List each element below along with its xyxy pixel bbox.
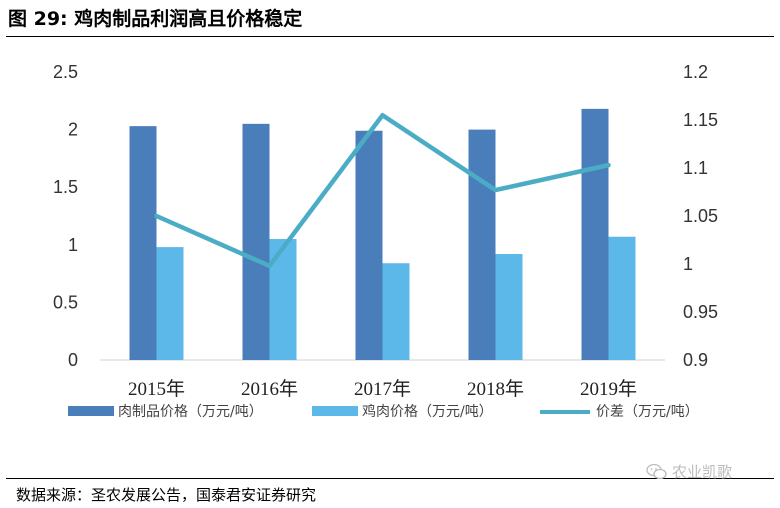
category-labels: 2015年 2016年 2017年 2018年 2019年	[128, 378, 637, 400]
y2-tick-label: 1.05	[683, 206, 718, 226]
y2-tick-label: 1	[683, 254, 693, 274]
left-axis-ticks: 0 0.5 1 1.5 2 2.5	[53, 62, 78, 370]
bar-meat-products	[355, 130, 383, 360]
legend-label: 鸡肉价格（万元/吨）	[362, 403, 493, 420]
source-note: 数据来源：圣农发展公告，国泰君安证券研究	[16, 486, 317, 504]
bar-chicken	[608, 236, 636, 360]
legend-swatch	[68, 406, 114, 416]
legend-label: 肉制品价格（万元/吨）	[118, 404, 263, 420]
figure-title: 图 29: 鸡肉制品利润高且价格稳定	[8, 8, 303, 30]
spread-line	[154, 112, 611, 269]
category-label: 2015年	[128, 378, 185, 400]
legend-swatch	[312, 406, 358, 416]
legend-label: 价差（万元/吨）	[596, 404, 699, 420]
watermark-text: 农业凯歌	[672, 463, 733, 481]
watermark: 农业凯歌	[646, 460, 732, 484]
top-rule	[6, 36, 774, 37]
y-tick-label: 2.5	[53, 62, 78, 82]
y-tick-label: 1.5	[53, 177, 78, 197]
category-label: 2016年	[241, 378, 298, 400]
category-label: 2019年	[580, 378, 637, 400]
y2-tick-label: 0.95	[683, 302, 718, 322]
bar-chicken	[495, 254, 523, 360]
y2-tick-label: 1.2	[683, 62, 708, 82]
bar-meat-products	[129, 126, 157, 360]
bar-chicken	[156, 247, 184, 360]
bars	[129, 108, 636, 360]
bar-meat-products	[242, 123, 270, 360]
y2-tick-label: 1.1	[683, 158, 708, 178]
legend: 肉制品价格（万元/吨） 鸡肉价格（万元/吨） 价差（万元/吨）	[68, 403, 699, 420]
bar-meat-products	[581, 108, 609, 360]
category-label: 2017年	[354, 378, 411, 400]
category-label: 2018年	[467, 378, 524, 400]
bar-chicken	[382, 263, 410, 360]
bottom-rule	[6, 478, 774, 479]
y-tick-label: 1	[68, 235, 78, 255]
y-tick-label: 0.5	[53, 292, 78, 312]
y-tick-label: 0	[68, 350, 78, 370]
y2-tick-label: 0.9	[683, 350, 708, 370]
y-tick-label: 2	[68, 120, 78, 140]
y2-tick-label: 1.15	[683, 110, 718, 130]
bar-meat-products	[468, 129, 496, 360]
right-axis-ticks: 0.9 0.95 1 1.05 1.1 1.15 1.2	[683, 62, 718, 370]
wechat-icon	[646, 463, 667, 480]
chart: 0 0.5 1 1.5 2 2.5 0.9 0.95 1 1.05 1.1 1.15 1.2 2015…	[53, 62, 718, 420]
